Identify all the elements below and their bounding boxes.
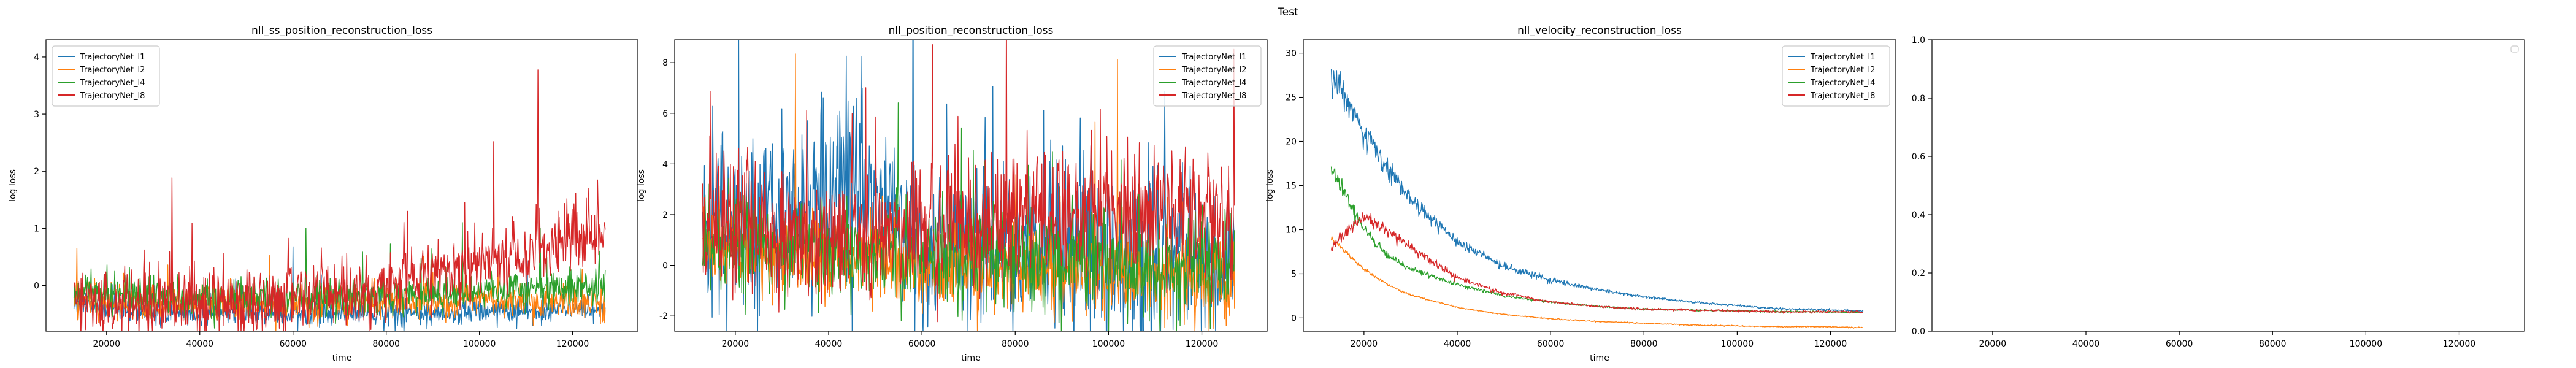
y-tick-label: 30 bbox=[1286, 49, 1297, 59]
y-axis-label: log loss bbox=[1265, 169, 1275, 202]
y-axis-label: log loss bbox=[637, 169, 646, 202]
x-tick-label: 100000 bbox=[463, 339, 496, 349]
y-tick-label: 4 bbox=[34, 53, 39, 63]
series-line-TrajectoryNet_l8 bbox=[1330, 212, 1863, 314]
legend-label: TrajectoryNet_l2 bbox=[1181, 66, 1246, 75]
y-tick-label: 2 bbox=[662, 210, 668, 220]
subplot-2: 20000 40000 60000 80000 100000 120000 -2 0 2 4 6 8 n… bbox=[637, 25, 1268, 363]
x-tick-label: 40000 bbox=[186, 339, 213, 349]
y-tick-label: 3 bbox=[34, 110, 39, 120]
y-tick-label: 1.0 bbox=[1912, 36, 1925, 45]
legend-box bbox=[1782, 45, 1890, 107]
series-group bbox=[702, 40, 1235, 331]
y-tick-label: 0 bbox=[34, 281, 39, 291]
y-tick-label: 8 bbox=[662, 58, 668, 68]
legend-label: TrajectoryNet_l4 bbox=[1810, 79, 1875, 88]
x-tick-label: 60000 bbox=[279, 339, 307, 349]
subplot-4: 20000 40000 60000 80000 100000 120000 0.0 0.2 0.… bbox=[1912, 36, 2525, 349]
legend: TrajectoryNet_l1 TrajectoryNet_l2 Trajecto… bbox=[52, 45, 160, 107]
legend-empty bbox=[2510, 45, 2519, 53]
x-tick-label: 80000 bbox=[372, 339, 400, 349]
charts-container: 20000 40000 60000 80000 100000 120000 0 1 2 3 4 nll… bbox=[8, 25, 2525, 363]
legend-label: TrajectoryNet_l1 bbox=[1810, 53, 1875, 62]
y-tick-label: 0.0 bbox=[1912, 327, 1925, 337]
y-tick-label: 15 bbox=[1286, 182, 1297, 191]
y-tick-label: 0 bbox=[1291, 313, 1297, 323]
axes-frame bbox=[1931, 39, 2525, 332]
legend-label: TrajectoryNet_l2 bbox=[1810, 66, 1875, 75]
axes-frame bbox=[674, 39, 1268, 332]
y-tick-label: 1 bbox=[34, 224, 39, 234]
subplot-title: nll_position_reconstruction_loss bbox=[889, 25, 1054, 37]
x-tick-label: 80000 bbox=[2259, 339, 2287, 349]
legend-box bbox=[52, 45, 160, 107]
x-tick-label: 80000 bbox=[1630, 339, 1658, 349]
y-axis-label: log loss bbox=[8, 169, 18, 202]
x-tick-label: 20000 bbox=[1351, 339, 1378, 349]
x-tick-label: 100000 bbox=[2350, 339, 2382, 349]
x-tick-label: 40000 bbox=[815, 339, 843, 349]
legend-label: TrajectoryNet_l8 bbox=[1810, 91, 1875, 101]
subplot-1: 20000 40000 60000 80000 100000 120000 0 1 2 3 4 nll… bbox=[8, 25, 638, 363]
legend: TrajectoryNet_l1 TrajectoryNet_l2 Trajecto… bbox=[1153, 45, 1262, 107]
series-group bbox=[1330, 68, 1864, 329]
y-tick-label: 0.2 bbox=[1912, 269, 1925, 278]
subplot-title: nll_velocity_reconstruction_loss bbox=[1517, 25, 1682, 37]
x-axis-label: time bbox=[1590, 353, 1609, 363]
legend-box bbox=[1153, 45, 1262, 107]
x-tick-label: 80000 bbox=[1002, 339, 1029, 349]
x-tick-label: 60000 bbox=[908, 339, 936, 349]
x-tick-label: 120000 bbox=[1186, 339, 1218, 349]
legend-label: TrajectoryNet_l1 bbox=[80, 53, 145, 62]
y-tick-label: 4 bbox=[662, 159, 668, 169]
x-tick-label: 100000 bbox=[1721, 339, 1754, 349]
axes-frame bbox=[45, 39, 638, 332]
x-tick-label: 60000 bbox=[2166, 339, 2193, 349]
legend-label: TrajectoryNet_l8 bbox=[1181, 91, 1246, 101]
series-line-TrajectoryNet_l2 bbox=[1330, 236, 1864, 329]
y-tick-label: 0.4 bbox=[1912, 210, 1925, 220]
y-tick-label: 0.6 bbox=[1912, 152, 1925, 162]
legend-label: TrajectoryNet_l4 bbox=[80, 79, 145, 88]
x-tick-label: 60000 bbox=[1537, 339, 1565, 349]
x-tick-label: 120000 bbox=[1814, 339, 1847, 349]
legend: TrajectoryNet_l1 TrajectoryNet_l2 Trajecto… bbox=[1782, 45, 1890, 107]
x-tick-label: 100000 bbox=[1092, 339, 1125, 349]
subplot-title: nll_ss_position_reconstruction_loss bbox=[251, 25, 432, 37]
y-tick-label: 0 bbox=[662, 261, 668, 271]
legend-label: TrajectoryNet_l1 bbox=[1181, 53, 1246, 62]
series-line-TrajectoryNet_l1 bbox=[1330, 68, 1864, 313]
y-tick-label: 0.8 bbox=[1912, 94, 1925, 104]
y-tick-label: 20 bbox=[1286, 137, 1297, 147]
series-group bbox=[73, 69, 606, 331]
y-tick-label: -2 bbox=[659, 312, 668, 321]
figure-suptitle: Test bbox=[1277, 6, 1298, 18]
series-line-TrajectoryNet_l4 bbox=[1330, 166, 1864, 314]
y-tick-label: 25 bbox=[1286, 93, 1297, 103]
x-axis-label: time bbox=[332, 353, 352, 363]
x-tick-label: 120000 bbox=[556, 339, 589, 349]
y-tick-label: 10 bbox=[1286, 225, 1297, 235]
legend-label: TrajectoryNet_l8 bbox=[80, 91, 145, 101]
legend-label: TrajectoryNet_l2 bbox=[80, 66, 145, 75]
series-line-TrajectoryNet_l8 bbox=[702, 40, 1235, 323]
x-tick-label: 20000 bbox=[93, 339, 121, 349]
legend-label: TrajectoryNet_l4 bbox=[1181, 79, 1246, 88]
y-tick-label: 6 bbox=[662, 109, 668, 119]
series-line-TrajectoryNet_l8 bbox=[73, 69, 606, 331]
y-tick-label: 5 bbox=[1291, 269, 1297, 279]
subplot-3: 20000 40000 60000 80000 100000 120000 0 5 10 15 20… bbox=[1265, 25, 1896, 363]
x-tick-label: 40000 bbox=[1444, 339, 1471, 349]
x-tick-label: 40000 bbox=[2072, 339, 2100, 349]
x-axis-label: time bbox=[961, 353, 981, 363]
x-tick-label: 20000 bbox=[722, 339, 749, 349]
x-tick-label: 120000 bbox=[2443, 339, 2475, 349]
y-tick-label: 2 bbox=[34, 167, 39, 177]
x-tick-label: 20000 bbox=[1979, 339, 2007, 349]
